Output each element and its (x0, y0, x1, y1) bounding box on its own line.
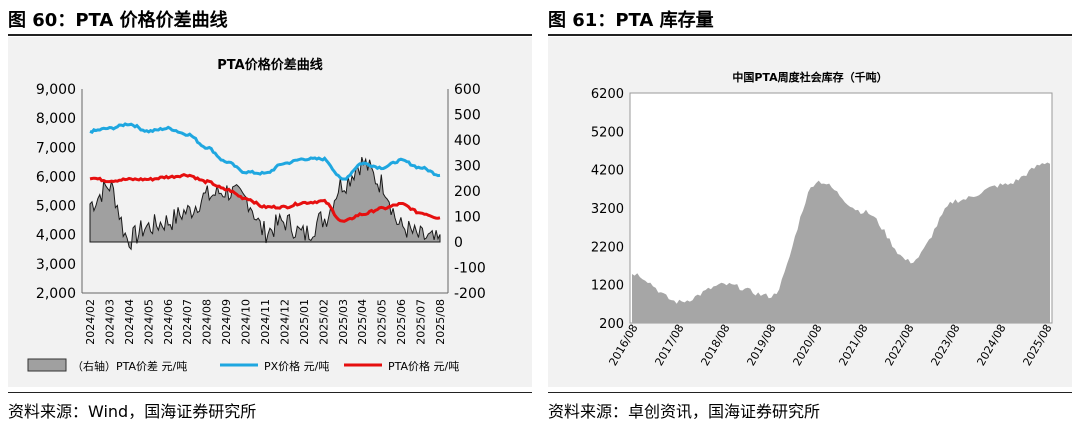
x-tick-label: 2025/08 (1020, 322, 1054, 368)
y-tick-label: 200 (599, 317, 624, 332)
right-source: 资料来源：卓创资讯，国海证券研究所 (548, 402, 821, 421)
pta-price-spread-chart: PTA价格价差曲线 2,000 3,000 4,000 5,000 6,000 7,000 8… (27, 57, 486, 373)
right-y-tick-label: 500 (454, 108, 481, 124)
left-y-tick-label: 3,000 (36, 257, 76, 273)
legend-label-px: PX价格 元/吨 (264, 359, 329, 373)
x-tick-label: 2025/03 (337, 299, 350, 345)
right-figure-title: 图 61：PTA 库存量 (548, 10, 714, 31)
right-y-tick-label: 400 (454, 133, 481, 149)
x-tick-label: 2025/06 (395, 299, 408, 345)
right-title-rule (548, 34, 1072, 36)
x-tick-label: 2024/02 (84, 299, 97, 345)
x-tick-label: 2024/08 (974, 322, 1008, 368)
left-y-tick-label: 6,000 (36, 169, 76, 185)
x-tick-label: 2024/08 (201, 299, 214, 345)
right-chart-panel: 中国PTA周度社会库存（千吨） 200 1200 2200 3200 4200 5200 62… (548, 37, 1072, 387)
chart-title: 中国PTA周度社会库存（千吨） (732, 70, 887, 84)
legend-label-spread: （右轴）PTA价差 元/吨 (72, 359, 187, 373)
right-y-tick-label: -200 (454, 286, 486, 302)
right-y-tick-label: 100 (454, 210, 481, 226)
series-px-price-line (89, 122, 441, 181)
right-y-tick-label: 600 (454, 82, 481, 98)
left-y-tick-label: 9,000 (36, 82, 76, 98)
x-tick-label: 2024/05 (142, 299, 155, 345)
x-tick-label: 2025/01 (298, 299, 311, 345)
x-tick-label: 2025/02 (317, 299, 330, 345)
series-inventory-area (632, 162, 1050, 323)
y-tick-label: 5200 (591, 125, 624, 140)
x-tick-label: 2020/08 (790, 322, 824, 368)
x-tick-label: 2024/04 (123, 299, 136, 345)
right-y-tick-label: 200 (454, 184, 481, 200)
x-tick-label: 2021/08 (836, 322, 870, 368)
x-tick-label: 2024/12 (278, 299, 291, 345)
x-tick-label: 2024/11 (259, 299, 272, 345)
x-tick-label: 2025/07 (415, 299, 428, 345)
y-tick-label: 1200 (591, 279, 624, 294)
left-y-tick-label: 5,000 (36, 199, 76, 215)
x-tick-label: 2024/09 (220, 299, 233, 345)
chart-title: PTA价格价差曲线 (217, 57, 322, 73)
y-tick-label: 3200 (591, 202, 624, 217)
series-pta-price-line (89, 172, 441, 223)
left-y-tick-label: 7,000 (36, 140, 76, 156)
x-tick-label: 2017/08 (652, 322, 686, 368)
right-y-tick-label: 300 (454, 159, 481, 175)
y-tick-label: 2200 (591, 240, 624, 255)
left-y-tick-label: 8,000 (36, 111, 76, 127)
pta-inventory-chart: 中国PTA周度社会库存（千吨） 200 1200 2200 3200 4200 5200 62… (591, 70, 1055, 368)
x-tick-label: 2024/10 (240, 299, 253, 345)
left-y-tick-label: 2,000 (36, 286, 76, 302)
x-tick-label: 2024/06 (162, 299, 175, 345)
x-tick-label: 2025/05 (376, 299, 389, 345)
left-title-rule (8, 34, 532, 36)
x-tick-label: 2022/08 (882, 322, 916, 368)
x-tick-label: 2024/07 (181, 299, 194, 345)
series-pta-spread-area (89, 156, 441, 251)
x-tick-label: 2023/08 (928, 322, 962, 368)
y-tick-label: 4200 (591, 164, 624, 179)
left-source: 资料来源：Wind，国海证券研究所 (8, 402, 257, 421)
left-y-tick-label: 4,000 (36, 228, 76, 244)
x-tick-label: 2025/08 (434, 299, 447, 345)
right-source-rule (548, 392, 1072, 393)
y-tick-label: 6200 (591, 87, 624, 102)
left-source-rule (8, 392, 532, 393)
legend-label-pta: PTA价格 元/吨 (388, 359, 459, 373)
legend-swatch-spread (27, 358, 67, 372)
x-tick-label: 2019/08 (744, 322, 778, 368)
left-chart-panel: PTA价格价差曲线 2,000 3,000 4,000 5,000 6,000 7,000 8… (8, 37, 532, 387)
x-tick-label: 2024/03 (103, 299, 116, 345)
x-tick-label: 2018/08 (698, 322, 732, 368)
right-y-tick-label: 0 (454, 235, 463, 251)
x-tick-label: 2025/04 (356, 299, 369, 345)
left-figure-title: 图 60：PTA 价格价差曲线 (8, 10, 228, 31)
right-y-tick-label: -100 (454, 261, 486, 277)
